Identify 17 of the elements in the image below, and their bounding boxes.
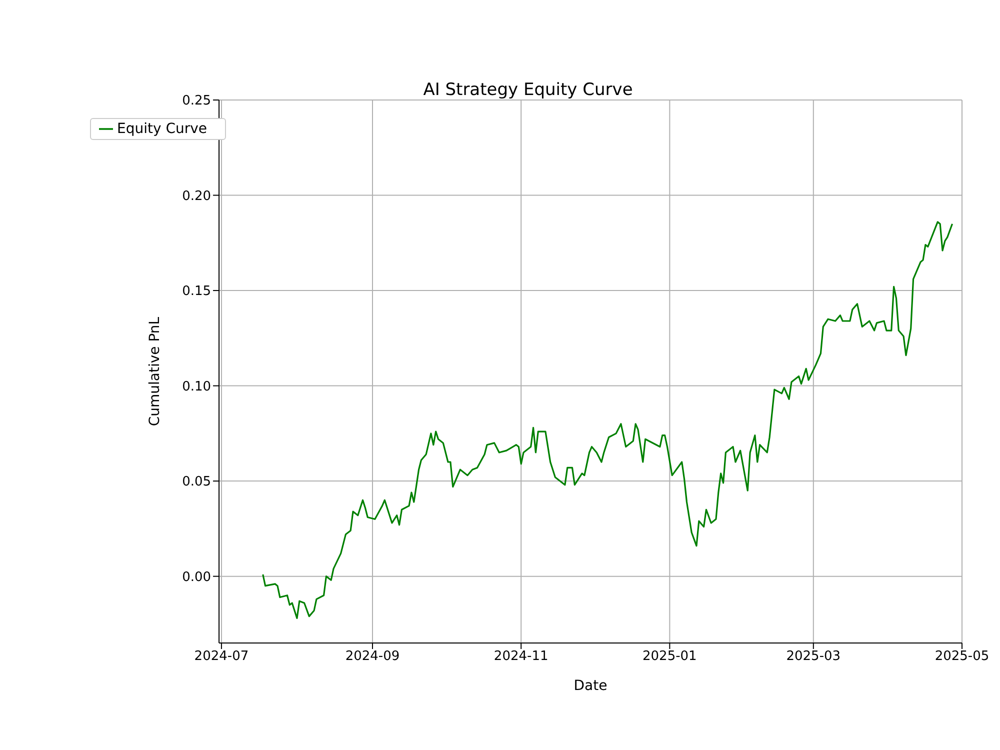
chart-title: AI Strategy Equity Curve [423, 80, 633, 100]
x-tick-label: 2024-07 [194, 649, 249, 664]
y-tick-label: 0.15 [182, 284, 212, 300]
y-axis-title: Cumulative PnL [147, 316, 163, 426]
legend-label: Equity Curve [117, 121, 208, 137]
y-tick-label: 0.20 [182, 188, 212, 204]
y-tick-label: 0.05 [182, 474, 212, 490]
x-tick-label: 2024-09 [345, 649, 400, 664]
x-tick-label: 2024-11 [494, 649, 548, 664]
x-axis-title: Date [574, 678, 608, 694]
x-tick-label: 2025-05 [934, 649, 990, 664]
x-tick-label: 2025-03 [786, 649, 841, 664]
line-series [262, 221, 954, 620]
y-tick-label: 0.10 [182, 379, 212, 394]
x-tick-label: 2025-01 [642, 649, 697, 664]
y-tick-label: 0.25 [182, 94, 212, 109]
y-tick-label: 0.00 [182, 570, 212, 585]
